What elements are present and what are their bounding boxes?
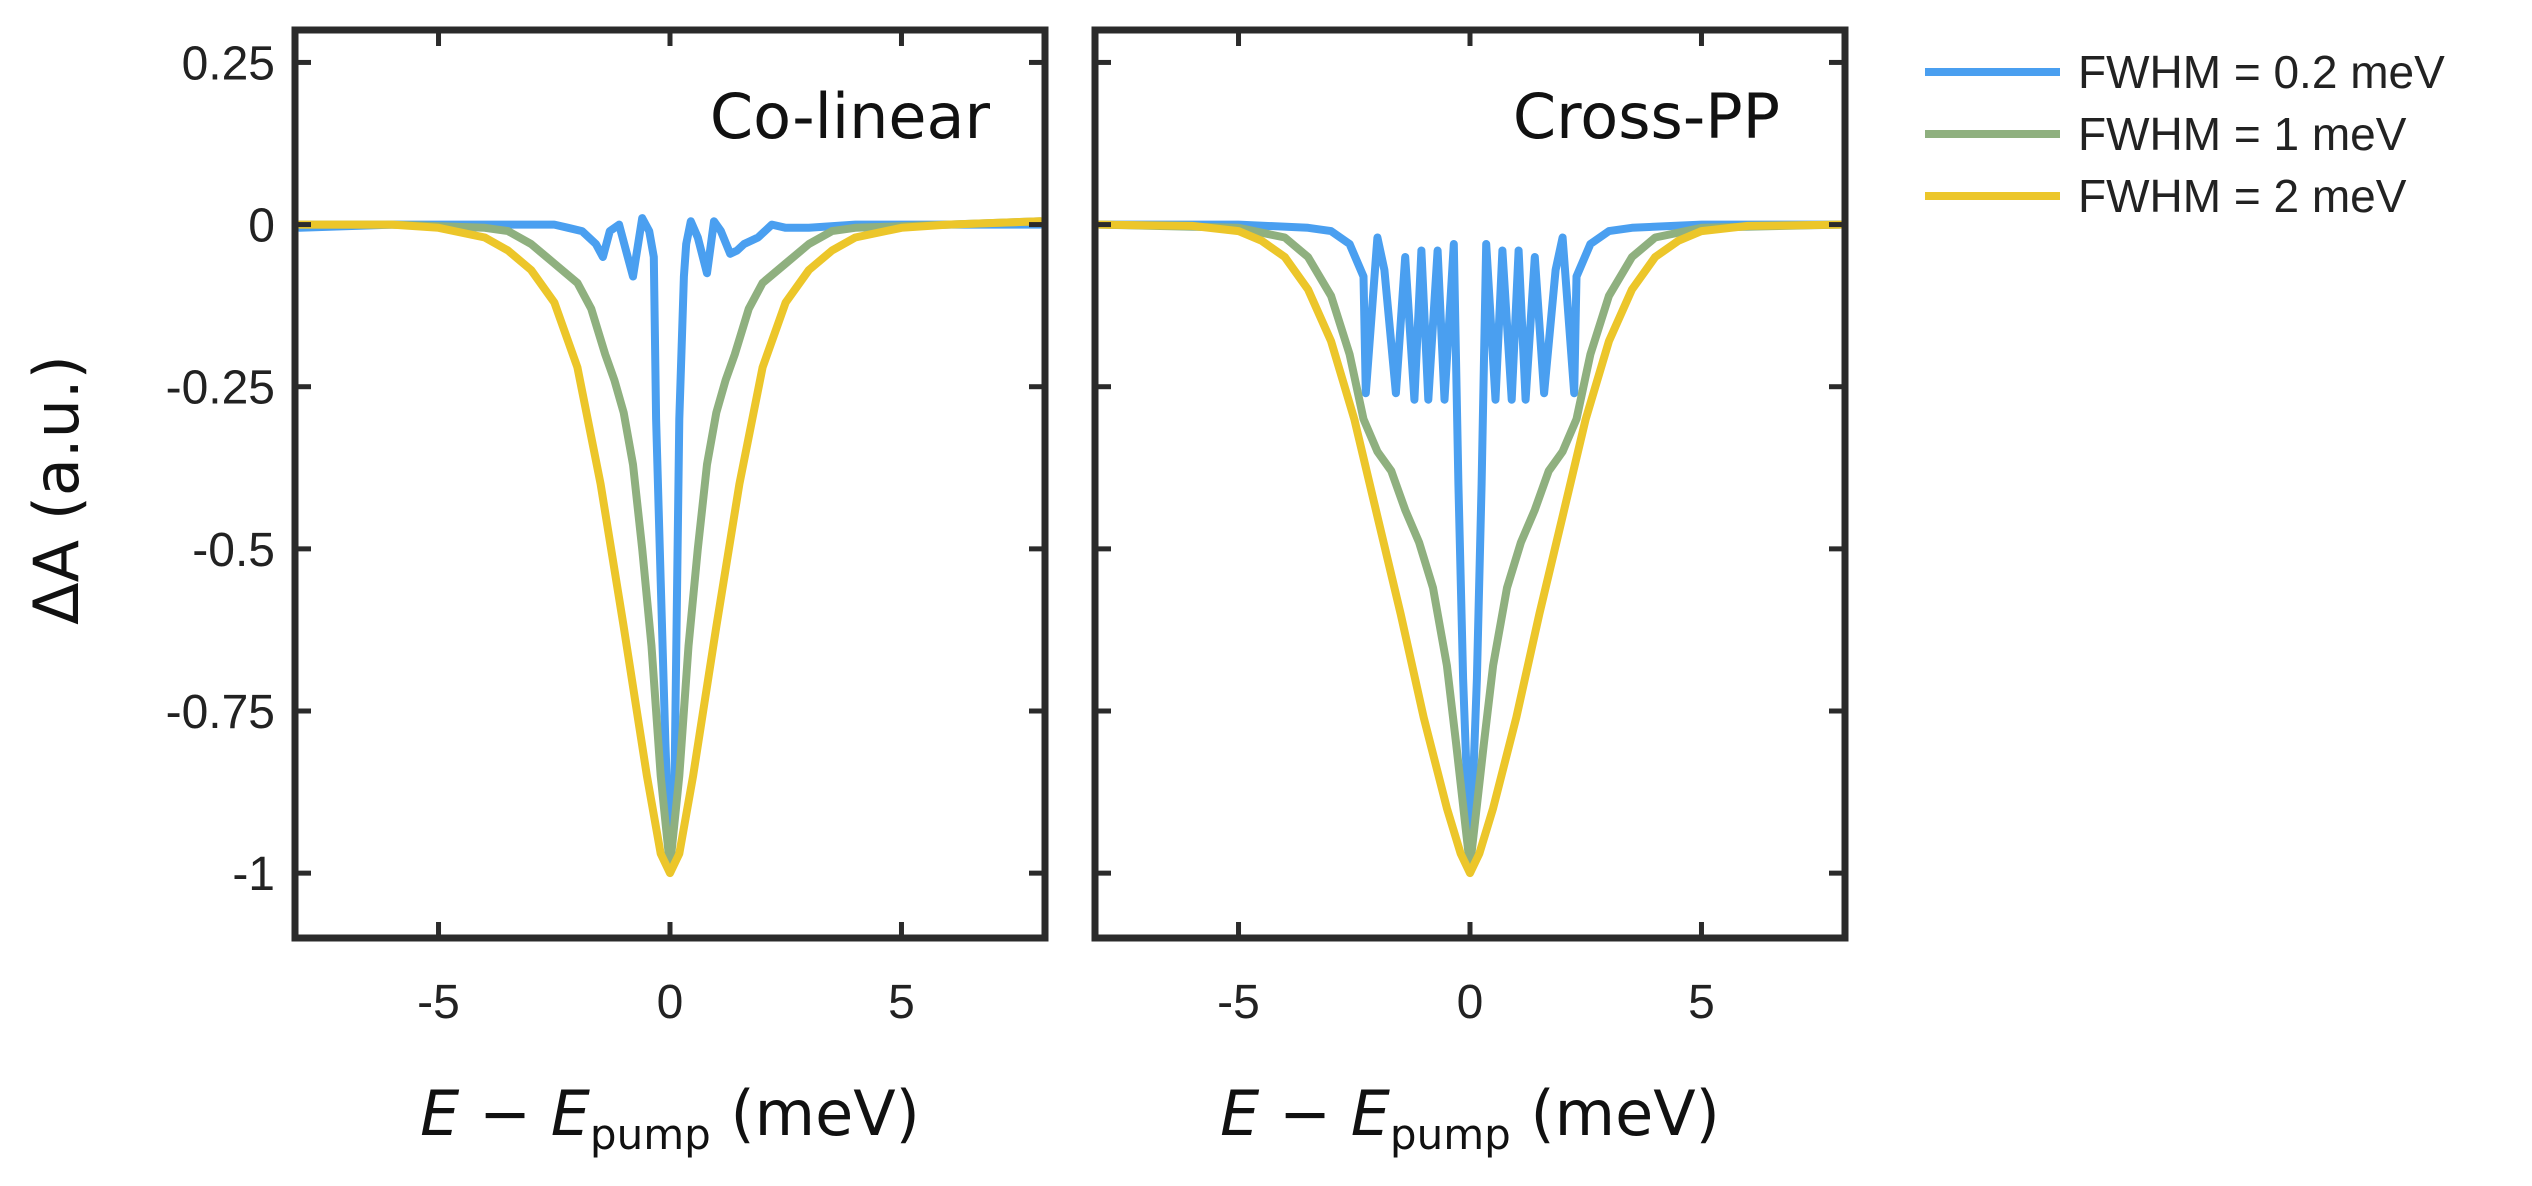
x-axis-label-co-linear: E − Epump (meV) <box>420 1077 920 1159</box>
y-tick-label: -0.75 <box>166 686 275 739</box>
x-label-e2-cross-pp: E <box>1351 1077 1391 1150</box>
legend-label: FWHM = 0.2 meV <box>2078 46 2445 98</box>
series-layer-co-linear <box>295 214 1045 878</box>
x-label-e-co-linear: E <box>420 1077 460 1150</box>
x-label-sub-co-linear: pump <box>590 1110 711 1159</box>
legend-label: FWHM = 1 meV <box>2078 108 2407 160</box>
x-tick-label: -5 <box>417 976 460 1029</box>
series-layer-cross-pp <box>1095 220 1845 878</box>
series-line-cross-pp-0 <box>1095 220 1845 871</box>
y-tick-label: -0.25 <box>166 362 275 415</box>
x-label-units-co-linear: (meV) <box>711 1077 920 1150</box>
x-tick-label: 5 <box>888 976 915 1029</box>
series-line-cross-pp-2 <box>1095 220 1845 878</box>
panel-title-cross-pp: Cross-PP <box>1513 80 1780 153</box>
x-label-units-cross-pp: (meV) <box>1511 1077 1720 1150</box>
legend-label: FWHM = 2 meV <box>2078 170 2407 222</box>
panel-title-co-linear: Co-linear <box>710 80 991 153</box>
x-tick-label: 0 <box>1457 976 1484 1029</box>
x-axis-label-cross-pp: E − Epump (meV) <box>1220 1077 1720 1159</box>
x-label-e2-co-linear: E <box>551 1077 591 1150</box>
x-label-e-cross-pp: E <box>1220 1077 1260 1150</box>
panel-co-linear: Co-linear E − Epump (meV) 0.25 0 -0.25 -0.5… <box>166 26 1049 1159</box>
x-tick-label: -5 <box>1217 976 1260 1029</box>
x-label-minus-co-linear: − <box>459 1077 550 1150</box>
y-tick-label: 0.25 <box>182 37 275 90</box>
series-line-co-linear-2 <box>295 217 1045 878</box>
y-tick-label: 0 <box>248 200 275 253</box>
legend: FWHM = 0.2 meV FWHM = 1 meV FWHM = 2 meV <box>1925 46 2445 222</box>
y-tick-label: -1 <box>232 848 275 901</box>
plot-frame-co-linear <box>291 26 1049 942</box>
plot-frame-cross-pp <box>1091 26 1849 942</box>
x-tick-label: 5 <box>1688 976 1715 1029</box>
x-label-minus-cross-pp: − <box>1259 1077 1350 1150</box>
x-tick-label: 0 <box>657 976 684 1029</box>
y-axis-label: ΔA (a.u.) <box>20 355 93 625</box>
x-label-sub-cross-pp: pump <box>1390 1110 1511 1159</box>
panel-cross-pp: Cross-PP E − Epump (meV) -5 0 5 <box>1091 26 1849 1159</box>
series-line-co-linear-0 <box>295 214 1045 871</box>
y-tick-label: -0.5 <box>192 524 275 577</box>
